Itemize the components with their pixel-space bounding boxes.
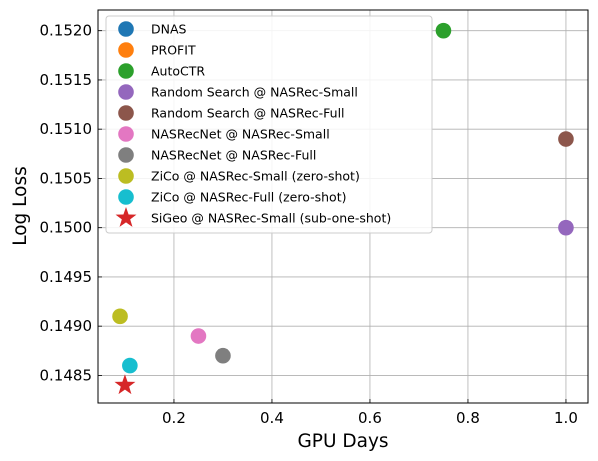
legend-label: ZiCo @ NASRec-Small (zero-shot) <box>151 169 360 184</box>
y-tick-label: 0.1515 <box>40 71 93 89</box>
data-point <box>558 219 574 236</box>
data-point <box>558 131 574 147</box>
y-tick-label: 0.1510 <box>40 120 93 138</box>
legend-marker <box>118 21 134 37</box>
y-tick-label: 0.1485 <box>40 366 93 384</box>
legend-marker-star <box>115 207 137 227</box>
legend-label: Random Search @ NASRec-Full <box>151 106 345 121</box>
legend-label: DNAS <box>151 22 187 37</box>
data-point <box>215 347 231 364</box>
data-point <box>122 357 138 374</box>
data-point <box>435 22 452 39</box>
x-tick-label: 0.8 <box>456 409 480 427</box>
plot-frame <box>97 9 589 404</box>
y-tick-label: 0.1495 <box>40 268 93 286</box>
axis-ticks: 0.2 0.4 0.6 0.8 1.0 0.1485 0.1490 0.1495 0.1500 0… <box>40 22 578 427</box>
legend-marker <box>118 189 134 205</box>
legend-label: PROFIT <box>151 43 196 58</box>
y-tick-label: 0.1490 <box>40 317 93 335</box>
y-axis-label: Log Loss <box>10 166 31 246</box>
y-tick-label: 0.1520 <box>40 22 93 40</box>
legend-label: NASRecNet @ NASRec-Small <box>151 127 330 142</box>
legend-marker <box>118 147 134 163</box>
legend-marker <box>118 42 134 58</box>
y-tick-label: 0.1500 <box>40 219 93 237</box>
x-tick-label: 0.6 <box>358 409 382 427</box>
legend-marker <box>118 84 134 100</box>
x-tick-label: 1.0 <box>554 409 578 427</box>
legend-label: Random Search @ NASRec-Small <box>151 85 358 100</box>
legend: DNAS PROFIT AutoCTR Random Search @ NASRec-… <box>105 15 433 234</box>
x-axis-label: GPU Days <box>297 431 388 452</box>
y-tick-label: 0.1505 <box>40 169 93 187</box>
data-point <box>190 328 207 344</box>
data-point-star <box>114 374 136 395</box>
legend-label: AutoCTR <box>151 64 205 79</box>
x-tick-label: 0.2 <box>162 409 186 427</box>
data-point <box>112 308 128 325</box>
legend-marker <box>118 63 134 79</box>
legend-marker <box>118 105 134 121</box>
legend-label: SiGeo @ NASRec-Small (sub-one-shot) <box>151 211 391 226</box>
legend-box <box>105 15 433 234</box>
legend-marker <box>118 168 134 184</box>
legend-marker <box>118 126 134 142</box>
legend-label: NASRecNet @ NASRec-Full <box>151 148 316 163</box>
legend-label: ZiCo @ NASRec-Full (zero-shot) <box>151 190 346 205</box>
data-points <box>112 22 574 395</box>
x-tick-label: 0.4 <box>260 409 284 427</box>
